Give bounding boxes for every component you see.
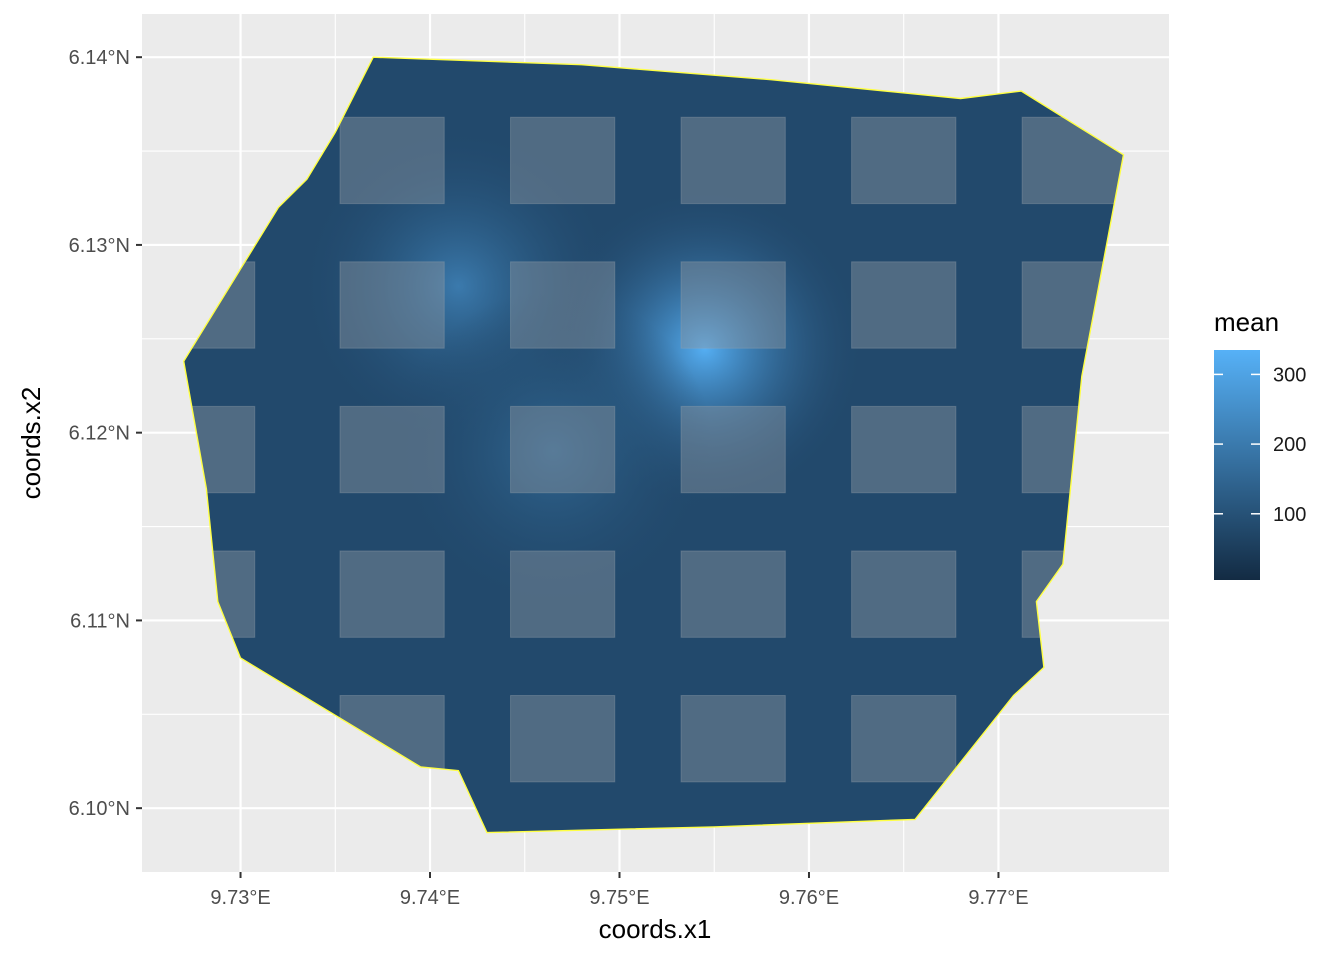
y-tick-label: 6.11°N [70,610,130,632]
overlay-cell [680,550,786,638]
overlay-cell [851,261,957,349]
overlay-cell [510,116,616,205]
y-tick-label: 6.10°N [69,798,130,820]
legend-tick-label: 100 [1273,504,1306,526]
overlay-cell [851,116,957,205]
x-tick-label: 9.73°E [210,887,270,909]
legend-title: mean [1214,307,1279,337]
study-area-boundary [182,56,1125,834]
x-tick-label: 9.77°E [968,887,1028,909]
overlay-cell [851,405,957,494]
x-axis: 9.73°E 9.74°E 9.75°E 9.76°E 9.77°E [210,872,1029,909]
overlay-cell [510,261,616,349]
y-tick-label: 6.12°N [69,423,130,445]
y-tick-label: 6.14°N [69,47,130,69]
overlay-cell [339,405,445,494]
legend-colorbar [1214,350,1260,580]
legend-tick-label: 300 [1273,364,1306,386]
overlay-cell [680,695,786,783]
x-tick-label: 9.74°E [400,887,460,909]
x-tick-label: 9.75°E [589,887,649,909]
heat-hotspot [392,290,715,613]
y-axis-title: coords.x2 [16,387,46,500]
x-tick-label: 9.76°E [779,887,839,909]
overlay-cell [680,116,786,205]
y-axis: 6.10°N 6.11°N 6.12°N 6.13°N 6.14°N [69,47,142,820]
overlay-cell [680,261,786,349]
overlay-cell [510,550,616,638]
color-legend: mean 100 200 300 [1214,307,1306,580]
overlay-cell [339,261,445,349]
x-axis-title: coords.x1 [599,914,712,944]
overlay-cell [339,550,445,638]
overlay-cell [339,116,445,205]
overlay-cell [851,550,957,638]
overlay-cell [680,405,786,494]
y-tick-label: 6.13°N [69,235,130,257]
overlay-cell [510,695,616,783]
overlay-cell [851,695,957,783]
overlay-cell [510,405,616,494]
legend-tick-label: 200 [1273,434,1306,456]
